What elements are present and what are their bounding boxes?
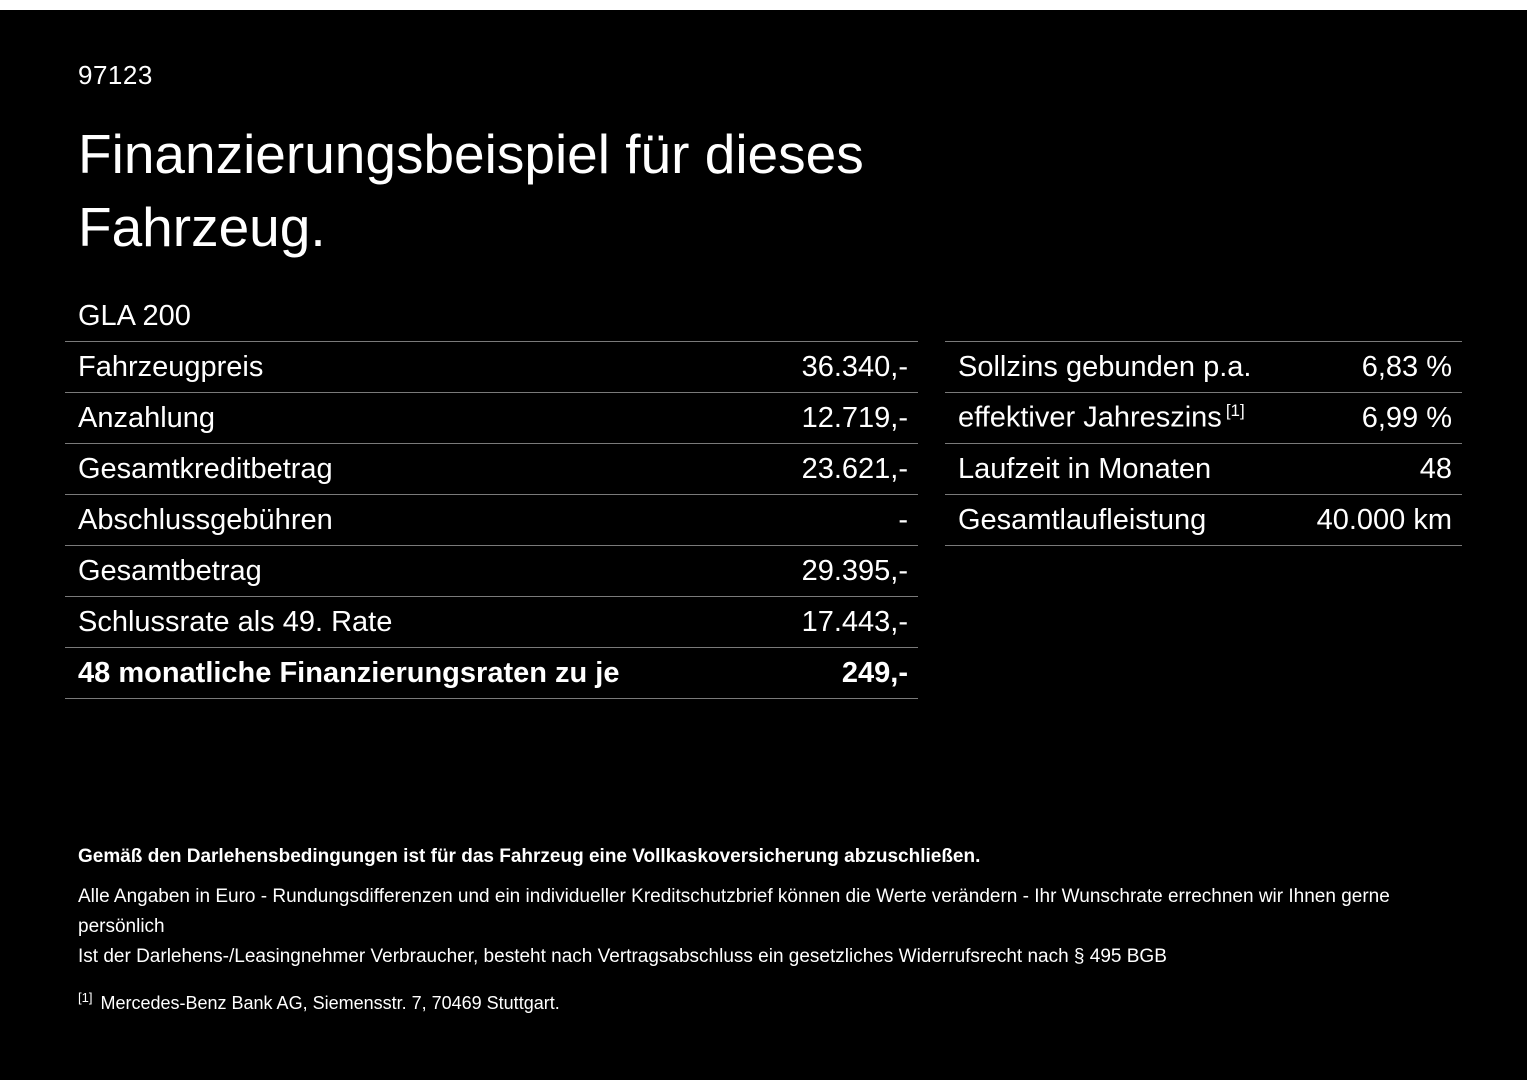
row-label: Gesamtkreditbetrag xyxy=(78,452,333,485)
row-label: effektiver Jahreszins [1] xyxy=(958,401,1245,435)
table-row: Laufzeit in Monaten 48 xyxy=(945,444,1462,495)
page-title: Finanzierungsbeispiel für dieses Fahrzeu… xyxy=(78,118,864,263)
row-value: 6,83 % xyxy=(1361,350,1452,383)
row-label: 48 monatliche Finanzierungsraten zu je xyxy=(78,656,620,689)
row-value: 23.621,- xyxy=(801,452,908,485)
row-label: Laufzeit in Monaten xyxy=(958,452,1212,485)
bank-footnote: [1] Mercedes-Benz Bank AG, Siemensstr. 7,… xyxy=(78,990,1468,1014)
disclaimer-line-1: Alle Angaben in Euro - Rundungsdifferenz… xyxy=(78,886,1390,937)
row-label: Fahrzeugpreis xyxy=(78,350,264,383)
row-value: 249,- xyxy=(841,656,908,689)
page-title-line1: Finanzierungsbeispiel für dieses xyxy=(78,123,864,185)
insurance-note: Gemäß den Darlehensbedingungen ist für d… xyxy=(78,846,981,867)
row-value: 40.000 km xyxy=(1316,503,1452,536)
table-row: Sollzins gebunden p.a. 6,83 % xyxy=(945,342,1462,393)
row-label: Schlussrate als 49. Rate xyxy=(78,605,393,638)
table-row: Abschlussgebühren - xyxy=(65,495,918,546)
legal-footer: Gemäß den Darlehensbedingungen ist für d… xyxy=(78,846,1468,1014)
page-title-line2: Fahrzeug. xyxy=(78,195,326,258)
bank-footnote-marker: [1] xyxy=(78,990,93,1005)
table-row: Gesamtkreditbetrag 23.621,- xyxy=(65,444,918,495)
footnote-marker: [1] xyxy=(1225,401,1245,421)
row-label: Gesamtlaufleistung xyxy=(958,503,1207,536)
row-value: 12.719,- xyxy=(801,401,908,434)
financing-table-right: Sollzins gebunden p.a. 6,83 % effektiver… xyxy=(945,341,1462,546)
financing-table-left: Fahrzeugpreis 36.340,- Anzahlung 12.719,… xyxy=(65,341,918,699)
table-row: effektiver Jahreszins [1] 6,99 % xyxy=(945,393,1462,444)
bank-footnote-text: Mercedes-Benz Bank AG, Siemensstr. 7, 70… xyxy=(100,993,560,1013)
table-row: Anzahlung 12.719,- xyxy=(65,393,918,444)
top-border-strip xyxy=(0,0,1527,10)
disclaimer-line-2: Ist der Darlehens-/Leasingnehmer Verbrau… xyxy=(78,946,1167,967)
row-value: 48 xyxy=(1419,452,1452,485)
row-label: Sollzins gebunden p.a. xyxy=(958,350,1252,383)
table-row: Fahrzeugpreis 36.340,- xyxy=(65,342,918,393)
vehicle-model: GLA 200 xyxy=(78,300,191,332)
table-row: Gesamtlaufleistung 40.000 km xyxy=(945,495,1462,546)
row-value: 36.340,- xyxy=(801,350,908,383)
table-row: Schlussrate als 49. Rate 17.443,- xyxy=(65,597,918,648)
row-label: Anzahlung xyxy=(78,401,216,434)
row-label: Gesamtbetrag xyxy=(78,554,262,587)
row-value: - xyxy=(898,503,908,536)
offer-code: 97123 xyxy=(78,60,153,90)
row-value: 17.443,- xyxy=(801,605,908,638)
row-label-text: effektiver Jahreszins xyxy=(958,401,1222,434)
row-value: 6,99 % xyxy=(1361,401,1452,434)
row-label: Abschlussgebühren xyxy=(78,503,333,536)
table-row: Gesamtbetrag 29.395,- xyxy=(65,546,918,597)
row-value: 29.395,- xyxy=(801,554,908,587)
table-row-monthly-rate: 48 monatliche Finanzierungsraten zu je 2… xyxy=(65,648,918,699)
